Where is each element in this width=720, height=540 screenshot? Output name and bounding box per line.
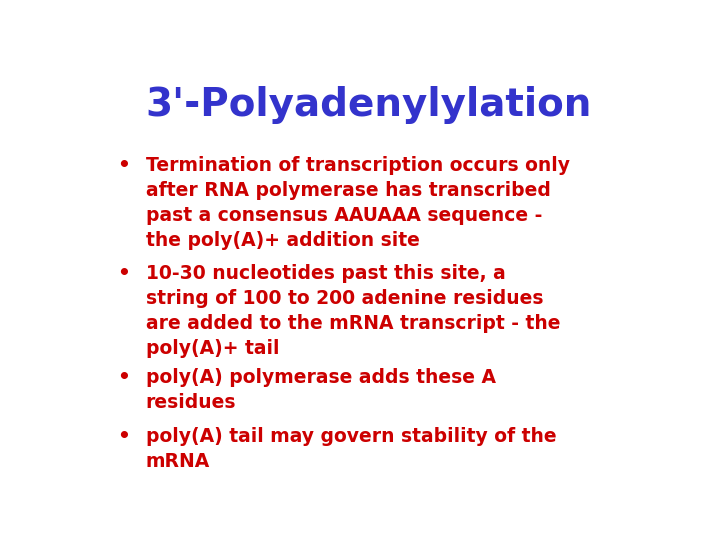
Text: •: •: [117, 427, 130, 446]
Text: •: •: [117, 368, 130, 387]
Text: •: •: [117, 265, 130, 284]
Text: 3'-Polyadenylylation: 3'-Polyadenylylation: [146, 85, 592, 124]
Text: poly(A) polymerase adds these A
residues: poly(A) polymerase adds these A residues: [145, 368, 496, 413]
Text: •: •: [117, 156, 130, 176]
Text: poly(A) tail may govern stability of the
mRNA: poly(A) tail may govern stability of the…: [145, 427, 557, 470]
Text: Termination of transcription occurs only
after RNA polymerase has transcribed
pa: Termination of transcription occurs only…: [145, 156, 570, 250]
Text: 10-30 nucleotides past this site, a
string of 100 to 200 adenine residues
are ad: 10-30 nucleotides past this site, a stri…: [145, 265, 560, 359]
